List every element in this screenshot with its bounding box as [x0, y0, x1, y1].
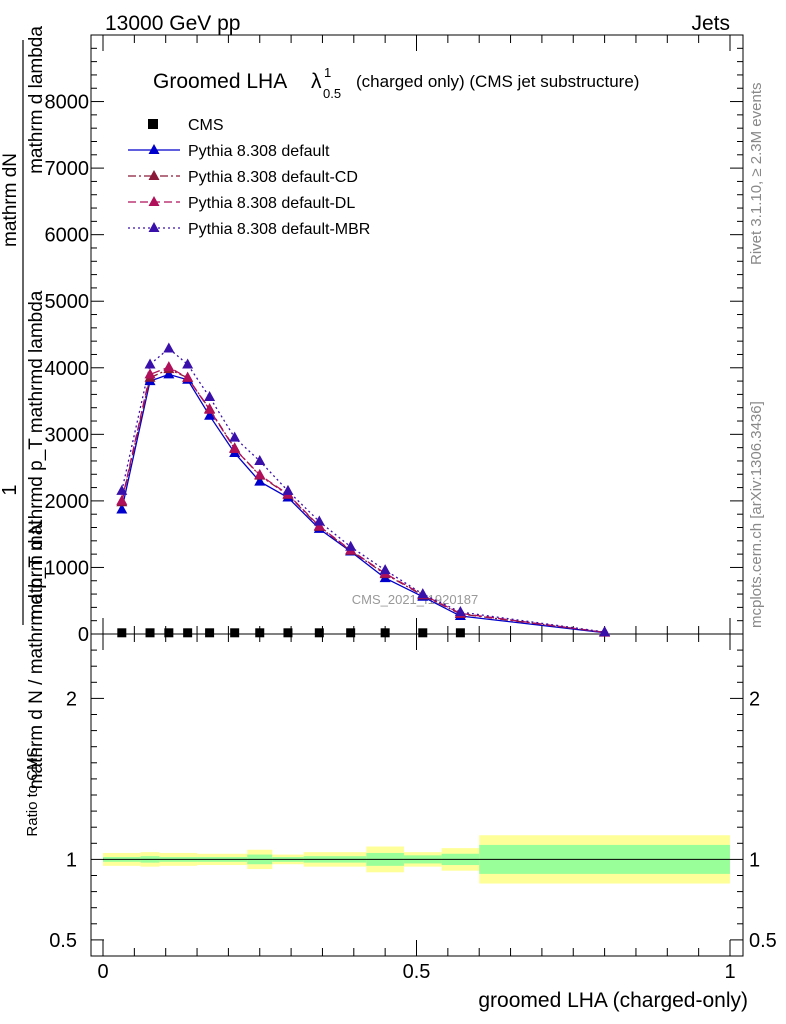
series-point	[163, 361, 175, 372]
series-point	[204, 409, 216, 420]
title-tail: (charged only) (CMS jet substructure)	[356, 72, 639, 91]
series-point	[282, 484, 294, 495]
ratio-y-label: Ratio to CMS	[24, 747, 41, 836]
series-point	[254, 468, 266, 479]
series-point	[144, 368, 156, 379]
series-point	[379, 564, 391, 575]
ratio-ytick-label-right: 0.5	[749, 930, 777, 952]
data-point	[455, 628, 465, 638]
main-y-ticks: 0 1000 2000 3000 4000 5000 6000 7000 8000	[45, 47, 743, 646]
title-sub: 0.5	[323, 86, 341, 101]
rivet-label: Rivet 3.1.10, ≥ 2.3M events	[748, 83, 765, 266]
data-point	[255, 628, 265, 638]
series-point	[116, 484, 128, 495]
series-point	[182, 371, 194, 382]
data-point	[145, 628, 155, 638]
data-point	[205, 628, 215, 638]
data-point	[380, 628, 390, 638]
main-ytick-label: 7000	[45, 158, 90, 180]
ylabel-line2-top: mathrm d N / mathrm d p_T mathrmd p_T ma…	[26, 290, 47, 789]
ratio-ytick-label: 1	[66, 849, 77, 871]
series-point	[313, 515, 325, 526]
ylabel-top-fragment: mathrm dN	[0, 153, 21, 247]
x-axis-label: groomed LHA (charged-only)	[478, 989, 748, 1012]
main-ytick-label: 0	[78, 624, 89, 646]
series-point	[182, 358, 194, 369]
legend-label: Pythia 8.308 default-CD	[188, 169, 358, 186]
legend-label: Pythia 8.308 default	[188, 143, 330, 160]
series-point	[144, 358, 156, 369]
series-point	[204, 403, 216, 414]
series-point	[163, 368, 175, 379]
ylabel-one: 1	[0, 484, 21, 495]
data-point	[283, 628, 293, 638]
data-point	[183, 628, 193, 638]
chart-title: Groomed LHA λ 1 0.5 (charged only) (CMS …	[153, 65, 639, 101]
ratio-ytick-label: 2	[66, 688, 77, 710]
series-point	[417, 588, 429, 599]
series-point	[116, 503, 128, 514]
main-ytick-label: 8000	[45, 92, 90, 114]
ratio-ytick-label-right: 1	[749, 849, 760, 871]
legend: CMS Pythia 8.308 default Pythia 8.308 defa…	[128, 117, 370, 238]
title-lambda: λ	[311, 70, 322, 93]
series-point	[229, 431, 241, 442]
series-point	[229, 442, 241, 453]
ratio-ytick-label-right: 2	[749, 688, 760, 710]
ratio-y-ticks: 0.5 0.5 1 1 2 2	[49, 649, 777, 952]
series-markers	[116, 342, 611, 638]
series-point	[254, 475, 266, 486]
header-left: 13000 GeV pp	[105, 12, 240, 35]
data-point	[314, 628, 324, 638]
data-point	[164, 628, 174, 638]
legend-label: Pythia 8.308 default-DL	[188, 195, 355, 212]
series-point	[454, 606, 466, 617]
legend-marker	[148, 196, 160, 206]
series-lines	[121, 347, 605, 634]
main-ytick-label: 5000	[45, 291, 90, 313]
xtick-label: 0.5	[403, 961, 431, 983]
watermark: CMS_2021_I1920187	[352, 592, 479, 607]
main-ytick-label: 6000	[45, 225, 90, 247]
series-point	[254, 454, 266, 465]
legend-label: CMS	[188, 117, 224, 134]
main-ytick-label: 1000	[45, 557, 90, 579]
legend-marker	[148, 222, 160, 232]
main-ytick-label: 2000	[45, 491, 90, 513]
mcplots-label: mcplots.cern.ch [arXiv:1306.3436]	[748, 401, 765, 628]
xtick-label: 0	[97, 961, 108, 983]
data-point	[418, 628, 428, 638]
legend-marker	[148, 144, 160, 154]
title-sup: 1	[324, 65, 331, 80]
series-point	[204, 391, 216, 402]
data-point	[346, 628, 356, 638]
ylabel-line2-bot: mathrm d N	[26, 520, 47, 619]
main-ytick-label: 4000	[45, 358, 90, 380]
y-axis-label: 1 mathrm d N / mathrm d p_T mathrmd p_T …	[0, 26, 47, 790]
xtick-label: 1	[724, 961, 735, 983]
ylabel-mid-fragment: mathrm d lambda	[26, 26, 47, 174]
series-point	[116, 494, 128, 505]
title-main: Groomed LHA	[153, 70, 287, 93]
series-point	[599, 626, 611, 637]
series-line	[121, 347, 605, 633]
ratio-plot-frame	[90, 633, 744, 957]
series-point	[345, 540, 357, 551]
data-point	[117, 628, 127, 638]
data-point	[230, 628, 240, 638]
series-point	[163, 342, 175, 353]
legend-marker	[148, 170, 160, 180]
header-right: Jets	[691, 12, 730, 35]
legend-marker	[148, 119, 158, 129]
main-ytick-label: 3000	[45, 424, 90, 446]
legend-label: Pythia 8.308 default-MBR	[188, 221, 370, 238]
ratio-ytick-label: 0.5	[49, 930, 77, 952]
